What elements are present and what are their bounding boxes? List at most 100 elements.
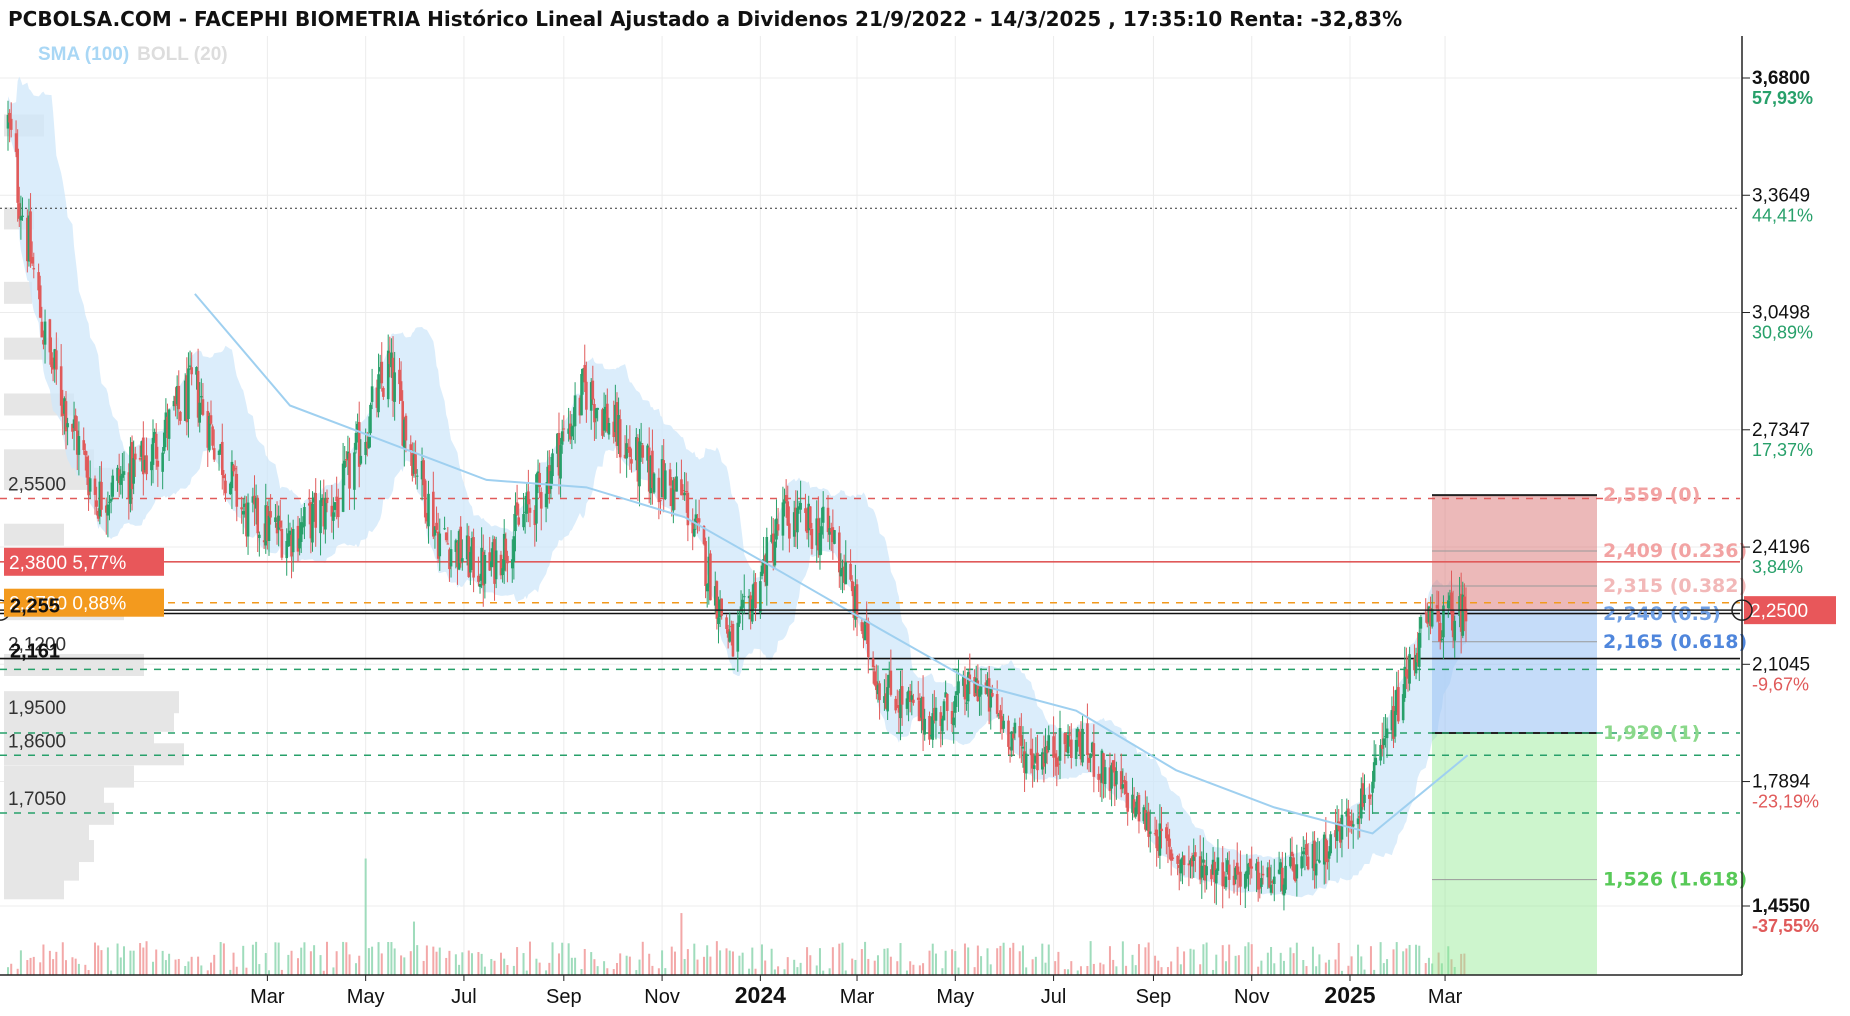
candle-body bbox=[912, 699, 915, 703]
volume-bar bbox=[570, 957, 573, 975]
candle-body bbox=[1303, 848, 1307, 850]
y-tick-label: 1,7894 bbox=[1752, 772, 1811, 793]
candle-body bbox=[786, 501, 790, 526]
volume-bar bbox=[838, 943, 841, 975]
candle-body bbox=[1363, 794, 1366, 804]
candle-body bbox=[1372, 762, 1376, 782]
volume-bar bbox=[1369, 946, 1372, 975]
volume-bar bbox=[380, 953, 383, 975]
candlesticks bbox=[6, 100, 1468, 911]
candle-body bbox=[549, 471, 553, 490]
volume-bar bbox=[896, 961, 899, 975]
volume-bar bbox=[728, 950, 731, 975]
candle-body bbox=[1347, 808, 1350, 828]
candle-body bbox=[546, 466, 550, 494]
volume-bar bbox=[1047, 944, 1050, 975]
volume-profile-bar bbox=[4, 802, 114, 825]
volume-bar bbox=[957, 967, 960, 975]
volume-bar bbox=[951, 949, 954, 975]
volume-bar bbox=[760, 944, 763, 975]
volume-bar bbox=[999, 945, 1002, 975]
volume-bar bbox=[828, 968, 831, 975]
candle-body bbox=[88, 478, 92, 492]
volume-bar bbox=[61, 942, 64, 975]
volume-bar bbox=[1408, 944, 1411, 975]
candle-body bbox=[1192, 855, 1196, 862]
candle-body bbox=[200, 396, 203, 398]
volume-bar bbox=[641, 941, 644, 975]
volume-bar bbox=[10, 963, 13, 975]
candle-body bbox=[941, 718, 944, 732]
candle-body bbox=[1305, 844, 1308, 855]
candle-body bbox=[409, 444, 413, 451]
volume-bar bbox=[1215, 954, 1218, 975]
candle-body bbox=[1036, 752, 1039, 771]
candle-body bbox=[298, 538, 301, 549]
candle-body bbox=[388, 353, 392, 365]
candle-body bbox=[472, 537, 475, 578]
x-tick-label: Nov bbox=[1234, 986, 1270, 1008]
candle-body bbox=[43, 321, 47, 345]
candle-body bbox=[145, 455, 148, 475]
candle-body bbox=[560, 431, 564, 445]
candle-body bbox=[1419, 617, 1423, 629]
candle-body bbox=[461, 558, 464, 562]
candle-body bbox=[551, 453, 554, 477]
candle-body bbox=[319, 500, 322, 534]
candle-body bbox=[1256, 861, 1260, 890]
candle-body bbox=[841, 567, 844, 573]
candle-body bbox=[997, 714, 1001, 716]
candle-body bbox=[591, 380, 595, 400]
current-price-badge bbox=[1744, 596, 1836, 625]
volume-bar bbox=[651, 965, 654, 975]
candle-body bbox=[51, 362, 55, 370]
candle-body bbox=[1345, 810, 1349, 817]
candle-body bbox=[1316, 859, 1320, 861]
candle-body bbox=[1429, 607, 1432, 626]
candle-body bbox=[928, 715, 931, 740]
candle-body bbox=[828, 528, 831, 535]
candle-body bbox=[245, 503, 248, 537]
volume-bar bbox=[87, 970, 90, 975]
candle-body bbox=[815, 518, 819, 546]
volume-bar bbox=[84, 964, 87, 975]
candle-body bbox=[309, 502, 313, 539]
volume-bar bbox=[899, 943, 902, 975]
volume-bar bbox=[612, 969, 615, 975]
candle-body bbox=[14, 133, 18, 152]
volume-bar bbox=[155, 949, 158, 975]
candle-body bbox=[303, 507, 306, 527]
volume-bar bbox=[1379, 942, 1382, 975]
volume-bar bbox=[860, 949, 863, 975]
candle-body bbox=[465, 535, 469, 560]
volume-bar bbox=[274, 942, 277, 975]
volume-bars bbox=[7, 858, 1466, 975]
volume-profile-bar bbox=[4, 877, 64, 900]
volume-bar bbox=[1237, 955, 1240, 975]
candle-body bbox=[544, 493, 548, 508]
volume-bar bbox=[1437, 952, 1440, 975]
left-level-label: 1,7050 bbox=[8, 789, 66, 810]
candle-body bbox=[646, 445, 649, 461]
candle-body bbox=[686, 492, 690, 526]
volume-bar bbox=[741, 952, 744, 975]
volume-bar bbox=[1092, 963, 1095, 975]
left-badge-label: 2,3800 5,77% bbox=[9, 553, 126, 574]
volume-bar bbox=[673, 951, 676, 975]
candle-body bbox=[833, 530, 836, 544]
volume-bar bbox=[770, 948, 773, 975]
candle-body bbox=[1414, 654, 1418, 674]
candle-body bbox=[353, 452, 356, 490]
candle-body bbox=[262, 540, 266, 543]
volume-profile-bar bbox=[4, 840, 94, 863]
volume-bar bbox=[516, 947, 519, 975]
candle-body bbox=[962, 676, 965, 686]
volume-bar bbox=[277, 942, 280, 975]
candle-body bbox=[1322, 834, 1326, 865]
candle-body bbox=[1216, 857, 1220, 871]
volume-bar bbox=[1160, 967, 1163, 975]
candle-body bbox=[278, 520, 282, 528]
candle-body bbox=[59, 366, 63, 406]
